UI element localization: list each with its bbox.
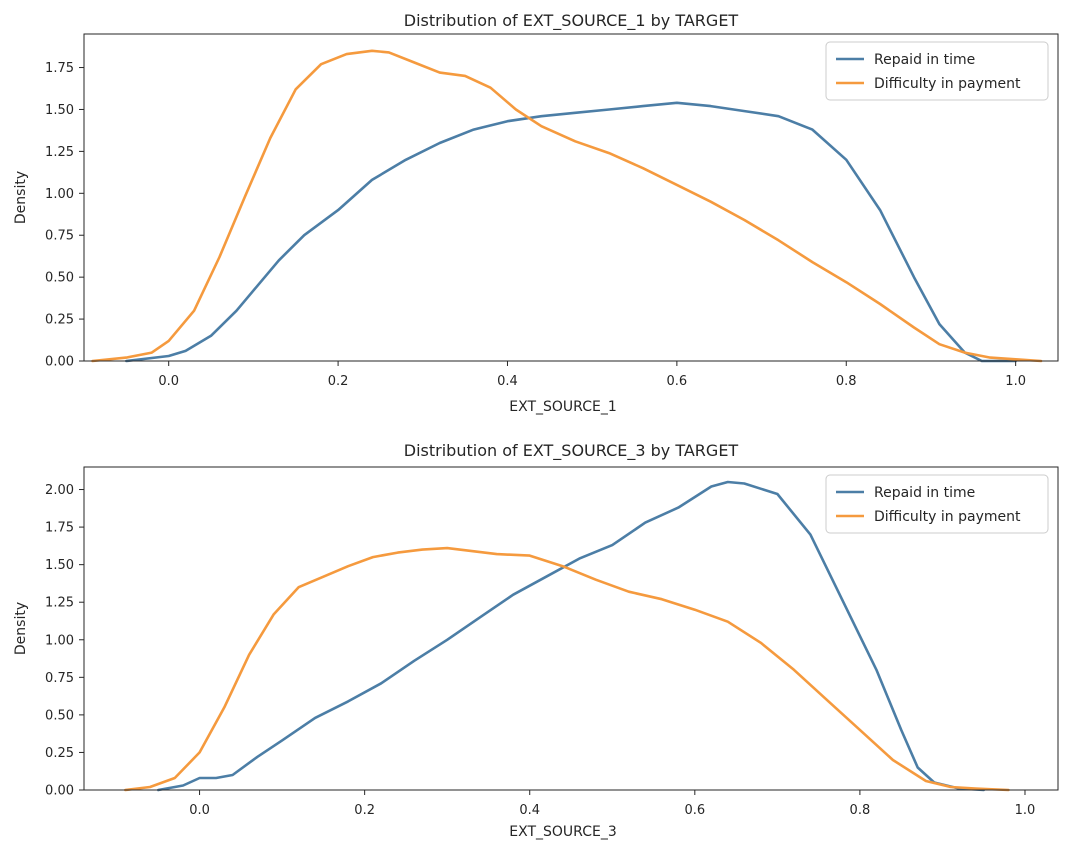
series-line-repaid <box>125 101 1017 363</box>
legend: Repaid in time Difficulty in payment <box>825 41 1049 101</box>
y-tick-label: 0.50 <box>45 271 74 286</box>
x-tick-label: 0.4 <box>497 374 518 389</box>
y-axis-label: Density <box>13 171 29 224</box>
x-axis-label: EXT_SOURCE_3 <box>509 824 616 840</box>
chart-title: Distribution of EXT_SOURCE_1 by TARGET <box>404 11 739 31</box>
x-tick-label: 0.8 <box>836 374 857 389</box>
y-tick-label: 1.50 <box>45 103 74 118</box>
legend-label-difficulty: Difficulty in payment <box>874 509 1021 525</box>
chart-title: Distribution of EXT_SOURCE_3 by TARGET <box>404 441 739 461</box>
x-tick-label: 1.0 <box>1015 803 1036 818</box>
series-line-repaid <box>157 480 985 792</box>
y-axis-label: Density <box>13 602 29 655</box>
y-tick-label: 1.25 <box>45 596 74 611</box>
y-tick-label: 1.75 <box>45 61 74 76</box>
legend-label-difficulty: Difficulty in payment <box>874 76 1021 92</box>
x-tick-label: 0.2 <box>354 803 375 818</box>
x-tick-label: 1.0 <box>1005 374 1026 389</box>
y-tick-label: 1.25 <box>45 145 74 160</box>
y-tick-label: 0.25 <box>45 746 74 761</box>
legend-label-repaid: Repaid in time <box>874 485 975 501</box>
y-tick-label: 0.75 <box>45 229 74 244</box>
x-tick-label: 0.2 <box>328 374 349 389</box>
y-tick-label: 0.00 <box>45 784 74 799</box>
x-tick-label: 0.8 <box>850 803 871 818</box>
chart-1: 0.0 0.2 0.4 0.6 0.8 1.0 0.00 0.25 0.50 0.75 1.00 1.… <box>13 11 1059 415</box>
plot-frame <box>83 33 1059 362</box>
x-tick-label: 0.0 <box>158 374 179 389</box>
x-tick-label: 0.0 <box>189 803 210 818</box>
y-tick-label: 1.50 <box>45 558 74 573</box>
y-tick-label: 1.00 <box>45 187 74 202</box>
y-tick-label: 2.00 <box>45 483 74 498</box>
x-tick-label: 0.6 <box>667 374 688 389</box>
y-tick-label: 0.75 <box>45 671 74 686</box>
y-tick-label: 0.25 <box>45 313 74 328</box>
y-tick-label: 1.75 <box>45 521 74 536</box>
legend: Repaid in time Difficulty in payment <box>825 474 1049 534</box>
series-line-difficulty <box>124 546 1010 792</box>
y-tick-label: 1.00 <box>45 633 74 648</box>
x-axis-label: EXT_SOURCE_1 <box>509 399 616 415</box>
legend-label-repaid: Repaid in time <box>874 52 975 68</box>
series-line-difficulty <box>91 49 1043 363</box>
legend-box <box>825 474 1049 534</box>
x-tick-label: 0.6 <box>684 803 705 818</box>
x-tick-label: 0.4 <box>519 803 540 818</box>
chart-2: 0.0 0.2 0.4 0.6 0.8 1.0 0.00 0.25 0.50 0.75 1.00 1.… <box>13 441 1059 840</box>
y-tick-label: 0.50 <box>45 708 74 723</box>
plot-frame <box>83 466 1059 791</box>
legend-box <box>825 41 1049 101</box>
y-tick-label: 0.00 <box>45 355 74 370</box>
